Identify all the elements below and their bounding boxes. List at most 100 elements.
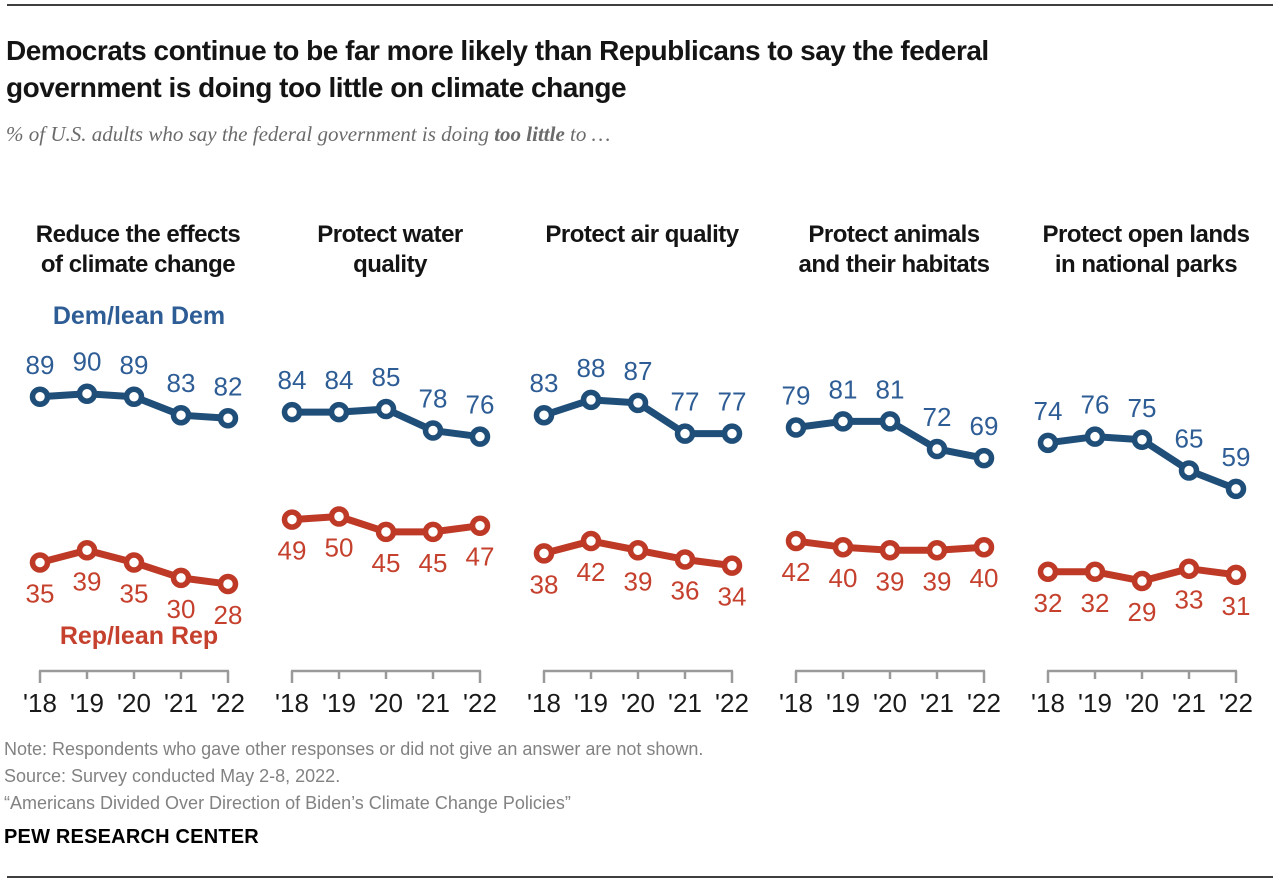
panel-title: Protect open lands in national parks (1042, 221, 1250, 278)
x-tick-label: '22 (967, 688, 1001, 718)
dem-value-label: 81 (876, 374, 905, 404)
rep-value-label: 38 (530, 569, 559, 599)
dem-value-label: 77 (718, 387, 747, 417)
dem-point (1037, 432, 1059, 454)
panel-title: Protect water quality (317, 221, 463, 278)
panel-chart: '18 '19 '20 '21 '22 38 42 39 36 34 83 88 87 77 77 (527, 353, 749, 718)
rep-point (328, 506, 350, 527)
panel-chart: '18 '19 '20 '21 '22 35 39 35 30 28 89 90 89 83 82 Dem/l… (23, 302, 245, 718)
rep-point (973, 536, 995, 558)
dem-value-label: 74 (1034, 396, 1063, 426)
dem-point (721, 423, 743, 444)
x-tick-label: '18 (275, 688, 309, 718)
footer-notes: Note: Respondents who gave other respons… (4, 736, 1280, 817)
panel-chart: '18 '19 '20 '21 '22 32 32 29 33 31 74 76 75 65 59 (1031, 390, 1253, 718)
rep-value-label: 36 (671, 575, 700, 605)
x-tick-label: '19 (574, 688, 608, 718)
rep-value-label: 45 (372, 548, 401, 578)
x-tick-label: '20 (369, 688, 403, 718)
brand-wordmark: PEW RESEARCH CENTER (4, 826, 259, 848)
x-tick-label: '20 (117, 688, 151, 718)
dem-value-label: 83 (167, 368, 196, 398)
dem-value-label: 76 (1081, 390, 1110, 420)
dem-value-label: 81 (829, 374, 858, 404)
dem-value-label: 77 (671, 387, 700, 417)
dem-series-label: Dem/lean Dem (53, 302, 225, 330)
dem-value-label: 84 (325, 365, 354, 395)
panel-reduce-climate-change: Reduce the effects of climate change '18… (18, 220, 258, 727)
dem-value-label: 90 (73, 347, 102, 377)
dem-value-label: 78 (419, 384, 448, 414)
rep-point (469, 515, 491, 536)
rep-value-label: 39 (73, 566, 102, 596)
dem-value-label: 83 (530, 368, 559, 398)
dem-value-label: 87 (624, 356, 653, 386)
x-tick-label: '18 (527, 688, 561, 718)
top-rule (7, 4, 1273, 6)
x-tick-label: '21 (920, 688, 954, 718)
dem-point (76, 383, 98, 404)
rep-point (281, 509, 303, 530)
rep-point (627, 540, 649, 561)
dem-point (1178, 460, 1200, 481)
dem-point (170, 404, 192, 426)
dem-point (973, 447, 995, 469)
dem-value-label: 84 (278, 365, 307, 395)
dem-value-label: 88 (577, 353, 606, 383)
footer-source: Source: Survey conducted May 2-8, 2022. (4, 766, 341, 786)
rep-point (1084, 561, 1106, 583)
rep-point (926, 540, 948, 561)
rep-value-label: 31 (1222, 591, 1251, 621)
rep-point (832, 536, 854, 558)
dem-point (832, 411, 854, 432)
rep-value-label: 39 (923, 566, 952, 596)
x-tick-label: '21 (668, 688, 702, 718)
dem-value-label: 82 (214, 371, 243, 401)
dem-value-label: 65 (1175, 423, 1204, 453)
x-tick-label: '21 (164, 688, 198, 718)
x-tick-label: '21 (416, 688, 450, 718)
x-tick-label: '20 (873, 688, 907, 718)
x-tick-label: '22 (1219, 688, 1253, 718)
rep-point (785, 530, 807, 552)
subtitle-bold: too little (494, 122, 565, 146)
rep-point (879, 540, 901, 561)
dem-point (785, 417, 807, 438)
rep-point (580, 530, 602, 552)
dem-value-label: 89 (120, 350, 149, 380)
dem-point (533, 404, 555, 426)
subtitle-suffix: to … (564, 122, 611, 146)
x-tick-label: '18 (1031, 688, 1065, 718)
rep-value-label: 49 (278, 536, 307, 566)
panel-animals-habitats: Protect animals and their habitats '18'1… (774, 220, 1014, 727)
panel-water-quality: Protect water quality '18 '19 '20 '21 '22 49 5… (270, 220, 510, 727)
rep-value-label: 34 (718, 582, 747, 612)
panel-title: Protect air quality (545, 221, 739, 248)
x-tick-label: '19 (1078, 688, 1112, 718)
rep-value-label: 47 (466, 542, 495, 572)
dem-point (375, 398, 397, 420)
dem-value-label: 59 (1222, 442, 1251, 472)
rep-value-label: 32 (1081, 588, 1110, 618)
rep-value-label: 29 (1128, 597, 1157, 627)
dem-value-label: 69 (970, 411, 999, 441)
rep-value-label: 40 (970, 563, 999, 593)
page-title-line1: Democrats continue to be far more likely… (6, 35, 989, 66)
x-tick-label: '20 (1125, 688, 1159, 718)
bottom-rule (7, 876, 1273, 878)
rep-value-label: 30 (167, 594, 196, 624)
rep-point (422, 521, 444, 543)
panel-chart: '18 '19 '20 '21 '22 49 50 45 45 47 84 84 85 78 76 (275, 362, 497, 718)
panel-air-quality: Protect air quality '18 '19 '20 '21 '22 38 42 3… (522, 220, 762, 727)
dem-value-label: 75 (1128, 393, 1157, 423)
panel-title: Reduce the effects of climate change (35, 221, 241, 278)
page-title: Democrats continue to be far more likely… (6, 32, 1268, 106)
dem-point (1225, 478, 1247, 500)
rep-point (217, 573, 239, 595)
subtitle-prefix: % of U.S. adults who say the federal gov… (6, 122, 495, 146)
dem-point (879, 411, 901, 432)
dem-value-label: 89 (26, 350, 55, 380)
footer-note: Note: Respondents who gave other respons… (4, 739, 704, 759)
rep-point (1037, 561, 1059, 583)
dem-point (29, 386, 51, 408)
